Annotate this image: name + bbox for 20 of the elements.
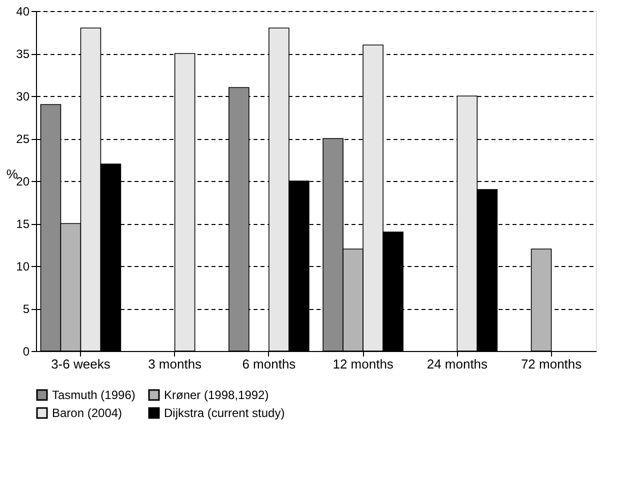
legend-label: Dijkstra (current study) xyxy=(164,406,285,420)
x-tick-label: 12 months xyxy=(332,356,394,372)
y-axis-title: % xyxy=(6,166,18,182)
y-tick-label: 20 xyxy=(16,174,30,188)
y-tick-label: 15 xyxy=(16,217,30,231)
legend-label: Baron (2004) xyxy=(52,406,122,420)
x-tick-label: 24 months xyxy=(426,356,488,372)
y-tick-label: 5 xyxy=(22,302,30,316)
x-tick-label: 6 months xyxy=(242,356,296,372)
x-tick-label: 3-6 weeks xyxy=(51,356,111,372)
legend-label: Tasmuth (1996) xyxy=(52,388,136,402)
legend-label: Krøner (1998,1992) xyxy=(164,388,269,402)
x-tick-label: 72 months xyxy=(520,356,582,372)
x-tick-label: 3 months xyxy=(148,356,202,372)
y-tick-label: 40 xyxy=(16,4,30,18)
y-tick-label: 35 xyxy=(16,47,30,61)
y-tick-label: 10 xyxy=(16,260,30,274)
y-tick-label: 0 xyxy=(22,344,30,358)
y-tick-label: 25 xyxy=(16,132,30,146)
y-tick-label: 30 xyxy=(16,90,30,104)
